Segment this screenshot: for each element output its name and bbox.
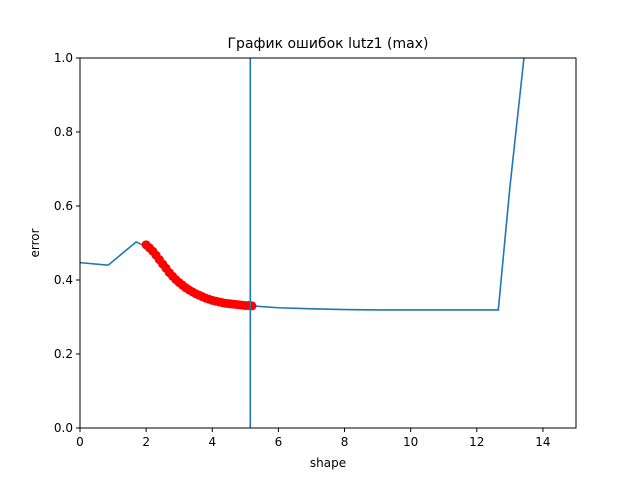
scatter-point bbox=[247, 301, 257, 311]
x-tick-label: 12 bbox=[469, 435, 484, 449]
x-tick-label: 8 bbox=[341, 435, 349, 449]
x-tick-label: 4 bbox=[208, 435, 216, 449]
x-tick-label: 14 bbox=[535, 435, 550, 449]
y-tick-label: 0.8 bbox=[54, 125, 73, 139]
y-tick-label: 0.0 bbox=[54, 421, 73, 435]
x-tick-label: 0 bbox=[76, 435, 84, 449]
y-tick-label: 0.4 bbox=[54, 273, 73, 287]
plot-frame bbox=[79, 57, 577, 429]
x-tick-label: 6 bbox=[275, 435, 283, 449]
y-tick-label: 0.6 bbox=[54, 199, 73, 213]
x-tick-label: 10 bbox=[403, 435, 418, 449]
x-tick-label: 2 bbox=[142, 435, 150, 449]
chart-title: График ошибок lutz1 (max) bbox=[228, 36, 429, 52]
y-tick-label: 0.2 bbox=[54, 347, 73, 361]
y-tick-label: 1.0 bbox=[54, 51, 73, 65]
series-line bbox=[80, 58, 525, 311]
x-axis-label: shape bbox=[310, 456, 346, 470]
y-axis-label: error bbox=[28, 228, 42, 257]
